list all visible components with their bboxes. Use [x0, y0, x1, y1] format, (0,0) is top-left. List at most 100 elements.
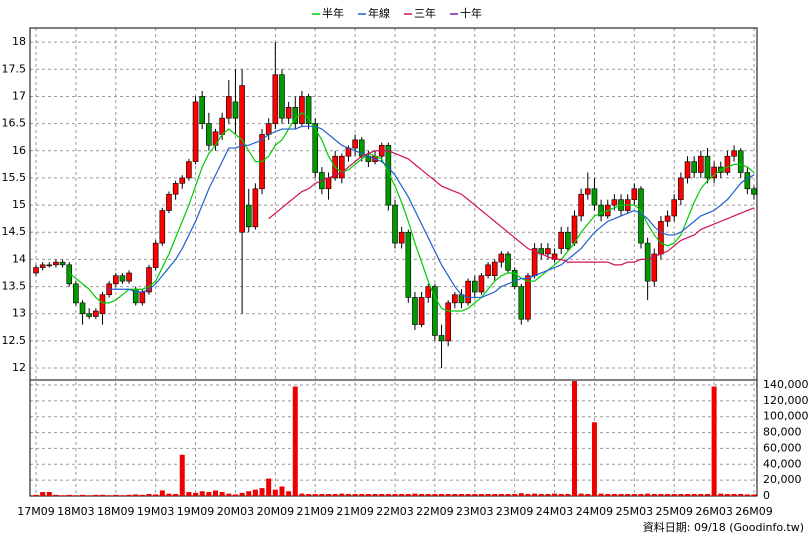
candle-body: [225, 96, 232, 119]
candle-body: [558, 231, 565, 249]
volume-bar: [744, 494, 750, 496]
legend-label: 半年: [322, 6, 344, 20]
candle-body: [159, 210, 166, 244]
candle-body: [312, 123, 319, 173]
candle-body: [186, 161, 192, 179]
candle-body: [678, 177, 684, 200]
volume-bar: [279, 486, 285, 496]
volume-bar: [432, 494, 438, 496]
volume-bar: [173, 494, 179, 496]
volume-bar: [651, 494, 657, 496]
volume-bar: [113, 494, 119, 496]
candle-body: [698, 155, 704, 173]
volume-bar: [339, 493, 345, 496]
volume-bar: [399, 494, 405, 496]
candle-body: [664, 215, 671, 222]
candle-body: [485, 264, 491, 277]
candle-body: [438, 335, 445, 342]
y-tick-label: 16.5: [2, 117, 27, 130]
x-tick-label: 18M03: [57, 505, 95, 518]
candle-body: [724, 155, 731, 173]
y2-tick-label: 60,000: [763, 441, 802, 454]
x-tick-label: 17M09: [17, 505, 55, 518]
candle-body: [584, 188, 591, 195]
volume-bar: [645, 493, 651, 496]
volume-bar: [585, 494, 591, 496]
volume-bar: [665, 494, 671, 496]
volume-bar: [465, 494, 471, 496]
x-tick-label: 26M09: [735, 505, 773, 518]
volume-bar: [405, 494, 411, 496]
volume-bar: [445, 494, 451, 496]
volume-bar: [40, 492, 46, 496]
volume-bar: [246, 491, 252, 496]
y2-tick-label: 100,000: [763, 410, 808, 423]
volume-bar: [605, 494, 611, 496]
volume-bar: [492, 494, 498, 496]
candle-body: [684, 161, 691, 179]
volume-bar: [252, 489, 258, 496]
volume-bar: [658, 494, 664, 496]
candle-body: [112, 275, 119, 285]
volume-bar: [578, 493, 584, 496]
volume-bar: [259, 488, 265, 496]
candle-body: [339, 155, 345, 179]
legend-label: 十年: [460, 6, 482, 20]
candle-body: [239, 85, 245, 233]
y-tick-label: 15.5: [2, 171, 27, 184]
candle-body: [498, 253, 505, 263]
candle-body: [46, 264, 53, 267]
volume-bar: [119, 495, 125, 496]
x-tick-label: 26M03: [695, 505, 733, 518]
candle-body: [432, 286, 438, 336]
candle-body: [651, 253, 658, 282]
candle-body: [245, 204, 252, 228]
volume-bar: [126, 494, 132, 496]
candle-body: [598, 204, 604, 217]
volume-bar: [505, 494, 511, 496]
volume-bar: [751, 494, 757, 496]
volume-bar: [319, 494, 325, 496]
candle-body: [146, 267, 152, 293]
volume-bar: [159, 490, 165, 496]
x-tick-label: 18M09: [97, 505, 135, 518]
volume-bar: [731, 494, 737, 496]
candle-body: [644, 242, 651, 282]
candle-body: [671, 199, 678, 217]
volume-bar: [638, 494, 644, 496]
volume-bar: [46, 492, 52, 496]
candle-body: [744, 172, 751, 190]
x-tick-label: 20M03: [217, 505, 255, 518]
x-tick-label: 21M09: [296, 505, 334, 518]
y2-tick-label: 140,000: [763, 378, 808, 391]
volume-bar: [498, 494, 504, 496]
volume-bar: [532, 493, 538, 496]
candle-body: [398, 231, 405, 244]
y-tick-label: 18: [12, 35, 26, 48]
candle-body: [172, 183, 179, 195]
candle-body: [352, 139, 358, 149]
candle-body: [751, 188, 757, 195]
y-tick-label: 12: [12, 361, 26, 374]
candle-body: [445, 302, 451, 342]
candle-body: [325, 177, 332, 190]
candle-body: [471, 280, 478, 293]
candle-body: [412, 297, 418, 325]
candle-body: [265, 123, 272, 135]
x-tick-label: 22M03: [376, 505, 414, 518]
candle-body: [611, 199, 618, 206]
volume-bar: [552, 493, 558, 496]
candle-body: [139, 291, 146, 304]
x-tick-label: 25M09: [655, 505, 693, 518]
y-tick-label: 13: [12, 307, 26, 320]
volume-bar: [133, 494, 139, 496]
candle-body: [33, 267, 39, 274]
candle-body: [565, 231, 571, 249]
volume-bar: [272, 489, 278, 496]
candle-body: [731, 150, 737, 157]
volume-bar: [525, 494, 531, 496]
volume-bar: [625, 494, 631, 496]
x-tick-label: 19M09: [177, 505, 215, 518]
